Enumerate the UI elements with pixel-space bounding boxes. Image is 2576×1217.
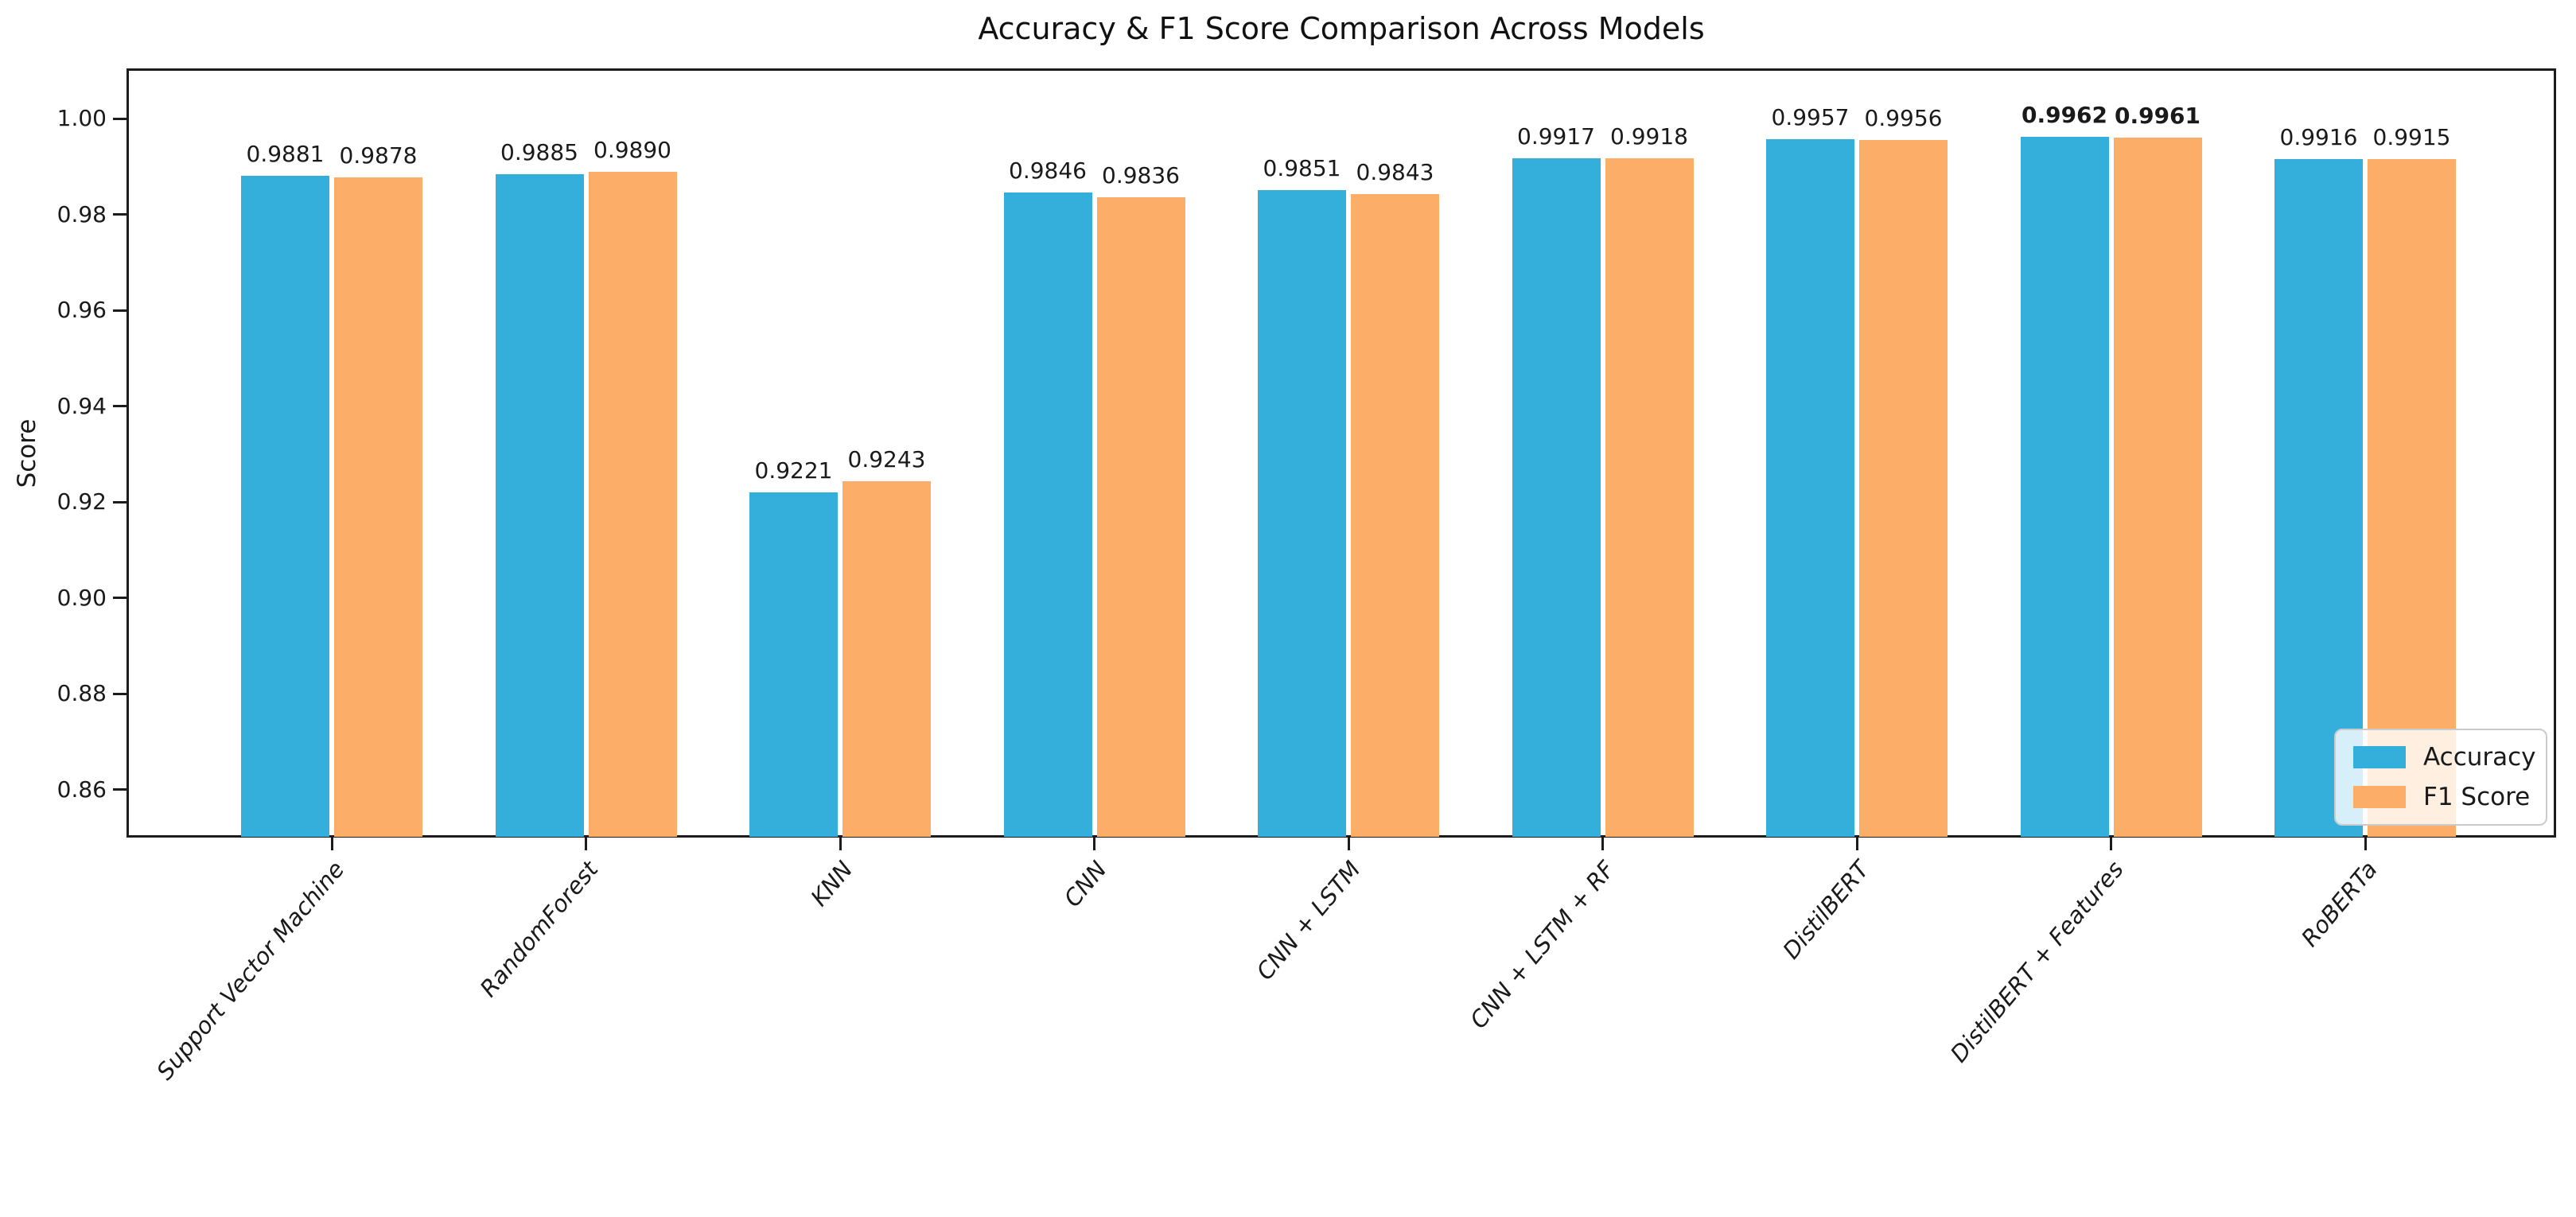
bar-f1-score (588, 171, 677, 837)
bar-value-label: 0.9885 (500, 138, 578, 165)
x-tick-mark (2110, 838, 2112, 850)
x-tick-mark (1601, 838, 1604, 850)
bar-f1-score (842, 481, 931, 837)
bar-f1-score (2368, 159, 2456, 837)
bar-value-label: 0.9918 (1610, 122, 1688, 150)
bar-f1-score (1859, 139, 1948, 837)
bar-value-label: 0.9851 (1263, 155, 1341, 182)
bar-value-label: 0.9243 (847, 446, 926, 473)
x-tick-label: DistilBERT (1777, 856, 1875, 965)
y-tick-label: 0.98 (56, 200, 107, 227)
x-tick-label: CNN (1058, 856, 1112, 912)
bar-accuracy (749, 492, 838, 837)
x-tick-mark (1093, 838, 1095, 850)
x-tick-mark (1347, 838, 1350, 850)
y-tick-mark (113, 692, 126, 695)
y-tick-label: 0.94 (56, 392, 107, 419)
x-tick-label: CNN + LSTM + RF (1465, 856, 1621, 1034)
bar-value-label: 0.9962 (2021, 102, 2108, 129)
bar-value-label: 0.9916 (2279, 123, 2358, 150)
x-tick-label: Support Vector Machine (150, 856, 350, 1086)
x-tick-mark (1855, 838, 1858, 850)
bar-value-label: 0.9836 (1102, 162, 1180, 189)
x-tick-mark (839, 838, 842, 850)
bar-value-label: 0.9915 (2372, 124, 2451, 151)
bar-accuracy (495, 173, 584, 837)
bar-accuracy (2020, 137, 2109, 837)
bar-f1-score (334, 177, 422, 837)
bar-value-label: 0.9956 (1864, 104, 1943, 131)
bar-value-label: 0.9846 (1009, 157, 1087, 185)
bar-value-label: 0.9881 (246, 140, 325, 167)
bar-value-label: 0.9957 (1771, 104, 1850, 131)
bar-accuracy (1258, 190, 1346, 837)
y-tick-label: 0.86 (56, 776, 107, 803)
y-tick-label: 0.90 (56, 584, 107, 611)
x-tick-mark (330, 838, 333, 850)
bar-value-label: 0.9961 (2114, 102, 2201, 129)
bar-f1-score (1351, 193, 1439, 837)
y-tick-mark (113, 788, 126, 791)
x-tick-mark (2364, 838, 2367, 850)
f1-score-swatch (2353, 786, 2406, 808)
x-tick-label: CNN + LSTM (1251, 856, 1367, 986)
legend: Accuracy F1 Score (2334, 729, 2547, 826)
bar-value-label: 0.9843 (1356, 158, 1434, 185)
x-tick-label: KNN (804, 856, 858, 912)
y-tick-mark (113, 597, 126, 600)
x-tick-label: RandomForest (474, 856, 604, 1002)
y-tick-label: 1.00 (56, 105, 107, 132)
y-tick-label: 0.96 (56, 297, 107, 324)
bar-f1-score (2113, 137, 2202, 837)
bar-accuracy (241, 175, 329, 837)
bar-f1-score (1605, 157, 1694, 837)
y-tick-mark (113, 309, 126, 312)
bar-value-label: 0.9890 (593, 136, 671, 163)
x-tick-mark (585, 838, 587, 850)
bar-value-label: 0.9221 (754, 457, 833, 484)
x-tick-label: DistilBERT + Features (1944, 856, 2129, 1068)
y-tick-label: 0.92 (56, 488, 107, 515)
x-tick-label: RoBERTa (2296, 856, 2383, 952)
accuracy-swatch (2353, 746, 2406, 768)
bar-accuracy (2274, 158, 2363, 837)
bar-accuracy (1512, 158, 1601, 837)
y-axis-label: Score (13, 418, 41, 488)
legend-label-accuracy: Accuracy (2423, 743, 2536, 772)
y-tick-mark (113, 405, 126, 408)
bar-f1-score (1096, 197, 1185, 837)
y-tick-label: 0.88 (56, 680, 107, 707)
legend-entry-f1-score: F1 Score (2353, 783, 2531, 811)
y-tick-mark (113, 500, 126, 504)
bar-value-label: 0.9917 (1517, 123, 1595, 150)
bar-value-label: 0.9878 (339, 142, 418, 169)
bar-accuracy (1766, 139, 1854, 837)
legend-entry-accuracy: Accuracy (2353, 743, 2536, 772)
y-tick-mark (113, 117, 126, 120)
y-tick-mark (113, 213, 126, 216)
legend-label-f1-score: F1 Score (2423, 783, 2531, 811)
chart-title: Accuracy & F1 Score Comparison Across Mo… (978, 11, 1705, 46)
bar-accuracy (1003, 192, 1092, 837)
